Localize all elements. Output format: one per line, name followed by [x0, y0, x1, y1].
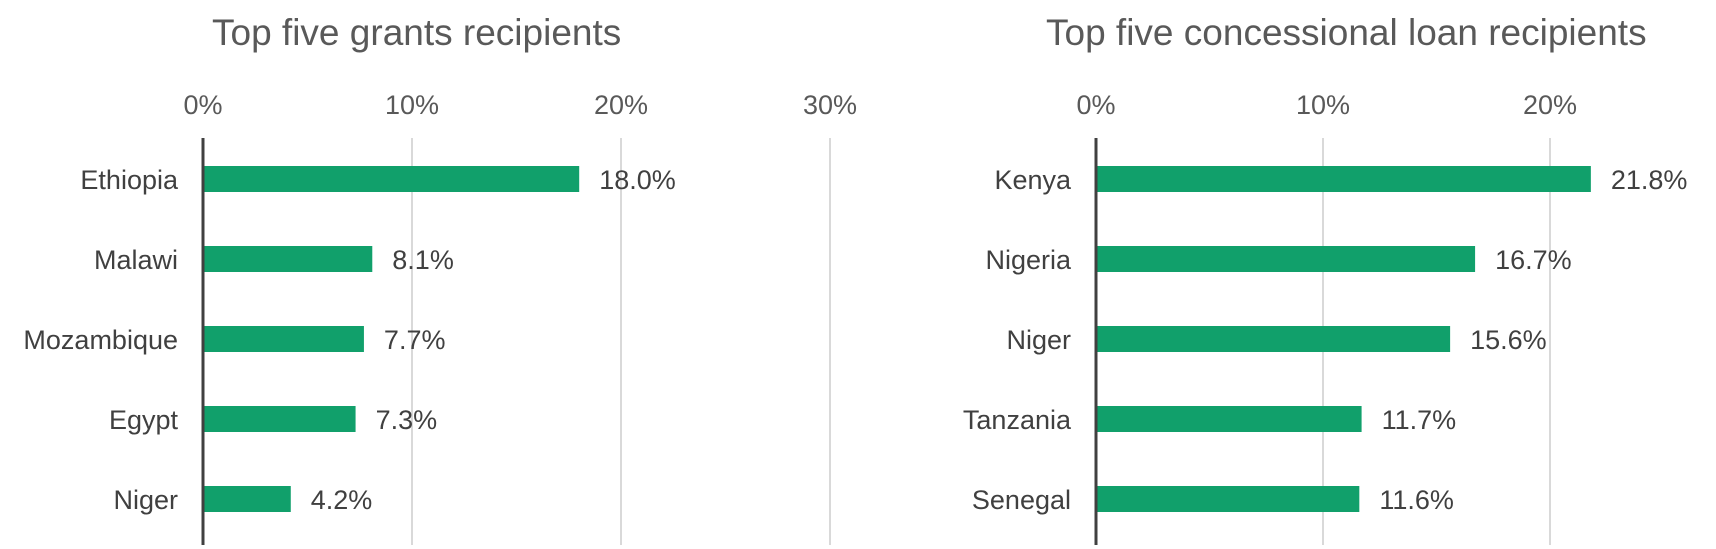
loans-tick-label: 10% [1296, 90, 1350, 120]
loans-value-label: 21.8% [1611, 165, 1688, 195]
grants-tick-label: 30% [803, 90, 857, 120]
grants-value-label: 7.7% [384, 325, 446, 355]
grants-bar [203, 166, 580, 192]
grants-category-label: Egypt [109, 405, 179, 435]
loans-category-label: Kenya [994, 165, 1072, 195]
grants-tick-label: 10% [385, 90, 439, 120]
grants-tick-label: 20% [594, 90, 648, 120]
grants-category-label: Niger [113, 485, 178, 515]
grants-category-label: Mozambique [23, 325, 178, 355]
loans-tick-label: 20% [1523, 90, 1577, 120]
loans-value-label: 16.7% [1495, 245, 1572, 275]
loans-tick-label: 0% [1076, 90, 1115, 120]
loans-bar [1096, 246, 1476, 272]
loans-bar [1096, 406, 1362, 432]
grants-value-label: 4.2% [311, 485, 373, 515]
grants-bar [203, 406, 356, 432]
loans-category-label: Tanzania [963, 405, 1072, 435]
loans-value-label: 15.6% [1470, 325, 1547, 355]
loans-category-label: Senegal [972, 485, 1071, 515]
loans-value-label: 11.6% [1379, 485, 1454, 515]
loans-chart-title: Top five concessional loan recipients [1046, 12, 1647, 53]
loans-value-label: 11.7% [1382, 405, 1457, 435]
grants-bar [203, 326, 364, 352]
grants-bar [203, 246, 373, 272]
grants-value-label: 7.3% [376, 405, 438, 435]
grants-category-label: Ethiopia [80, 165, 179, 195]
grants-value-label: 18.0% [599, 165, 676, 195]
grants-bar [203, 486, 291, 512]
grants-chart-title: Top five grants recipients [212, 12, 622, 53]
grants-category-label: Malawi [94, 245, 178, 275]
loans-bar [1096, 326, 1451, 352]
loans-category-label: Nigeria [985, 245, 1072, 275]
loans-bar [1096, 166, 1591, 192]
loans-category-label: Niger [1006, 325, 1071, 355]
grants-bar-chart: 0% 10% 20% 30% Ethiopia 18.0% Malawi 8.1% Mozamb… [23, 90, 857, 545]
grants-tick-label: 0% [183, 90, 222, 120]
loans-bar [1096, 486, 1360, 512]
grants-value-label: 8.1% [392, 245, 454, 275]
